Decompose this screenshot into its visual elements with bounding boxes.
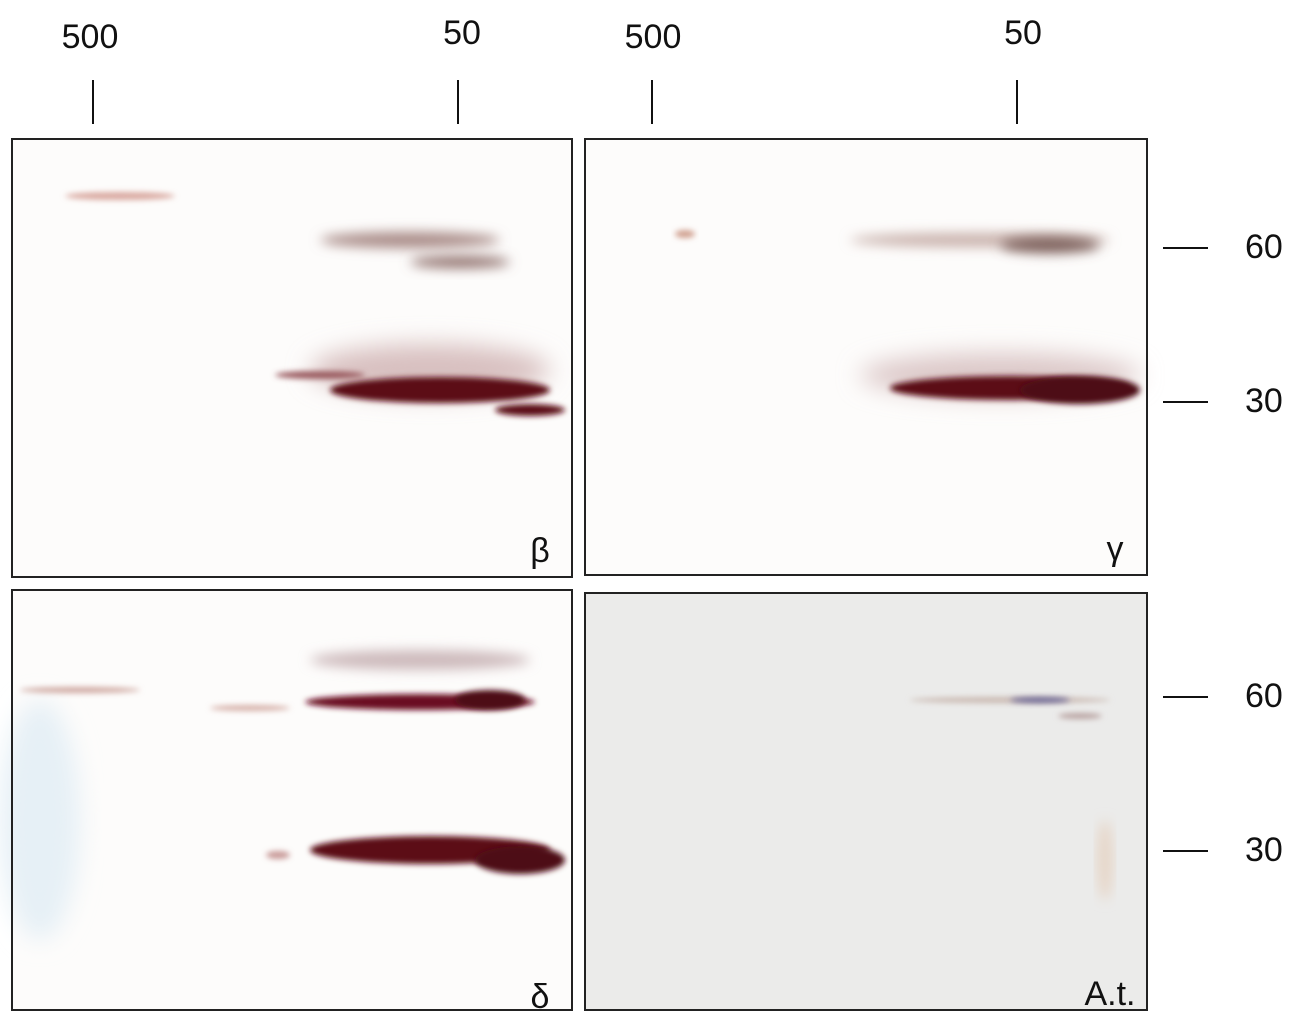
top-label: 50 xyxy=(443,14,481,52)
top-label: 50 xyxy=(1004,14,1042,52)
panel-label: γ xyxy=(1107,530,1124,568)
panel-frame xyxy=(11,589,573,1011)
panel-frame xyxy=(11,138,573,578)
panel-frame xyxy=(584,138,1148,576)
panel-at: A.t. xyxy=(584,592,1148,1013)
panel-label: β xyxy=(530,532,550,570)
panel-gamma: γ xyxy=(584,138,1148,576)
right-label: 60 xyxy=(1245,677,1283,715)
right-label: 60 xyxy=(1245,228,1283,266)
panel-frame xyxy=(584,592,1148,1011)
top-label: 500 xyxy=(62,18,119,56)
panel-label: δ xyxy=(531,978,550,1016)
panel-label: A.t. xyxy=(1084,975,1135,1013)
right-label: 30 xyxy=(1245,831,1283,869)
top-label: 500 xyxy=(625,18,682,56)
panel-delta: δ xyxy=(0,589,573,1016)
panel-beta: β xyxy=(11,138,573,578)
right-label: 30 xyxy=(1245,382,1283,420)
